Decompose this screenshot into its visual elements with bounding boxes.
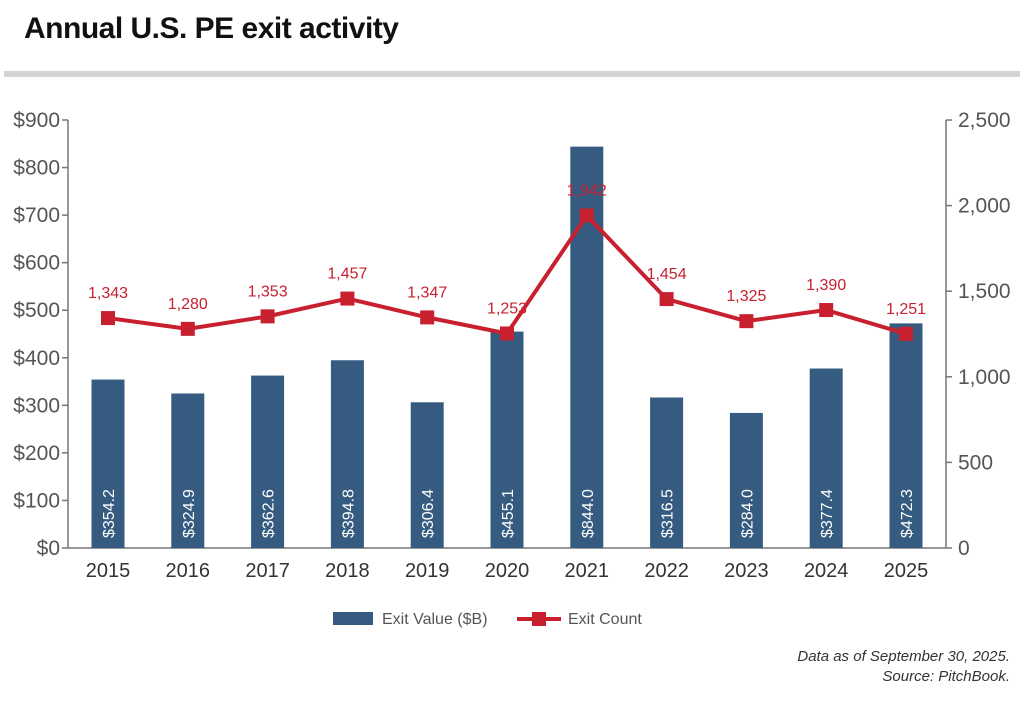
x-tick-label: 2020 — [485, 560, 530, 582]
right-tick-label: 2,000 — [958, 195, 1011, 218]
left-tick-label: $600 — [13, 252, 60, 275]
bar — [251, 375, 285, 548]
bar — [570, 146, 604, 548]
left-tick-label: $0 — [37, 537, 60, 560]
x-tick-label: 2022 — [644, 560, 689, 582]
bar — [650, 397, 684, 548]
bar — [490, 331, 524, 548]
x-tick-label: 2018 — [325, 560, 370, 582]
left-tick-label: $500 — [13, 299, 60, 322]
legend-line-marker — [532, 612, 546, 626]
bar-value-label: $844.0 — [580, 489, 597, 538]
count-value-label: 1,325 — [726, 288, 766, 305]
count-value-label: 1,942 — [567, 183, 607, 200]
count-value-label: 1,280 — [168, 296, 208, 313]
legend-line-label: Exit Count — [568, 611, 642, 628]
count-value-label: 1,353 — [248, 283, 288, 300]
bar — [91, 379, 125, 548]
count-marker — [340, 291, 355, 306]
left-tick-label: $700 — [13, 204, 60, 227]
right-tick-label: 1,500 — [958, 280, 1011, 303]
right-tick-label: 0 — [958, 537, 970, 560]
bar-value-label: $377.4 — [819, 489, 836, 538]
count-value-label: 1,343 — [88, 285, 128, 302]
count-marker — [180, 321, 195, 336]
count-value-label: 1,347 — [407, 284, 447, 301]
bar — [889, 323, 923, 548]
count-marker — [579, 208, 594, 223]
right-tick-label: 1,000 — [958, 366, 1011, 389]
bar-value-label: $455.1 — [500, 489, 517, 538]
count-marker — [500, 326, 514, 341]
x-tick-label: 2021 — [565, 560, 610, 582]
x-tick-label: 2017 — [245, 560, 290, 582]
count-value-label: 1,253 — [487, 300, 527, 317]
x-tick-label: 2016 — [166, 560, 211, 582]
chart-title: Annual U.S. PE exit activity — [24, 12, 399, 45]
x-tick-label: 2023 — [724, 560, 769, 582]
bar-value-label: $284.0 — [739, 489, 756, 538]
x-tick-label: 2019 — [405, 560, 450, 582]
left-tick-label: $100 — [13, 489, 60, 512]
legend-bar-swatch — [333, 612, 373, 625]
count-marker — [101, 311, 115, 326]
right-tick-label: 500 — [958, 451, 993, 474]
left-tick-label: $400 — [13, 347, 60, 370]
count-marker — [819, 303, 834, 318]
bar-value-label: $394.8 — [340, 489, 357, 538]
count-marker — [420, 310, 435, 325]
bar — [330, 360, 364, 548]
count-value-label: 1,251 — [886, 301, 926, 318]
x-tick-label: 2024 — [804, 560, 849, 582]
title-divider — [4, 71, 1020, 77]
bar-value-label: $354.2 — [101, 489, 118, 538]
bar-value-label: $306.4 — [420, 489, 437, 538]
right-tick-label: 2,500 — [958, 109, 1011, 132]
data-note: Data as of September 30, 2025. — [797, 648, 1010, 665]
count-marker — [260, 309, 275, 324]
count-marker — [739, 314, 754, 329]
bar-value-label: $362.6 — [261, 489, 278, 538]
bar-value-label: $324.9 — [181, 489, 198, 538]
x-tick-label: 2015 — [86, 560, 131, 582]
bar-value-label: $316.5 — [660, 489, 677, 538]
left-tick-label: $200 — [13, 442, 60, 465]
count-marker — [899, 326, 913, 341]
source-note: Source: PitchBook. — [882, 668, 1010, 685]
bar — [729, 412, 763, 548]
bar — [410, 402, 444, 548]
x-tick-label: 2025 — [884, 560, 929, 582]
bar — [171, 393, 205, 548]
bar — [809, 368, 843, 548]
count-value-label: 1,457 — [327, 266, 367, 283]
count-value-label: 1,390 — [806, 277, 846, 294]
legend-bar-label: Exit Value ($B) — [382, 611, 488, 628]
left-tick-label: $300 — [13, 394, 60, 417]
bar-value-label: $472.3 — [899, 489, 916, 538]
left-tick-label: $800 — [13, 157, 60, 180]
left-tick-label: $900 — [13, 109, 60, 132]
count-marker — [659, 292, 674, 307]
count-value-label: 1,454 — [647, 266, 687, 283]
